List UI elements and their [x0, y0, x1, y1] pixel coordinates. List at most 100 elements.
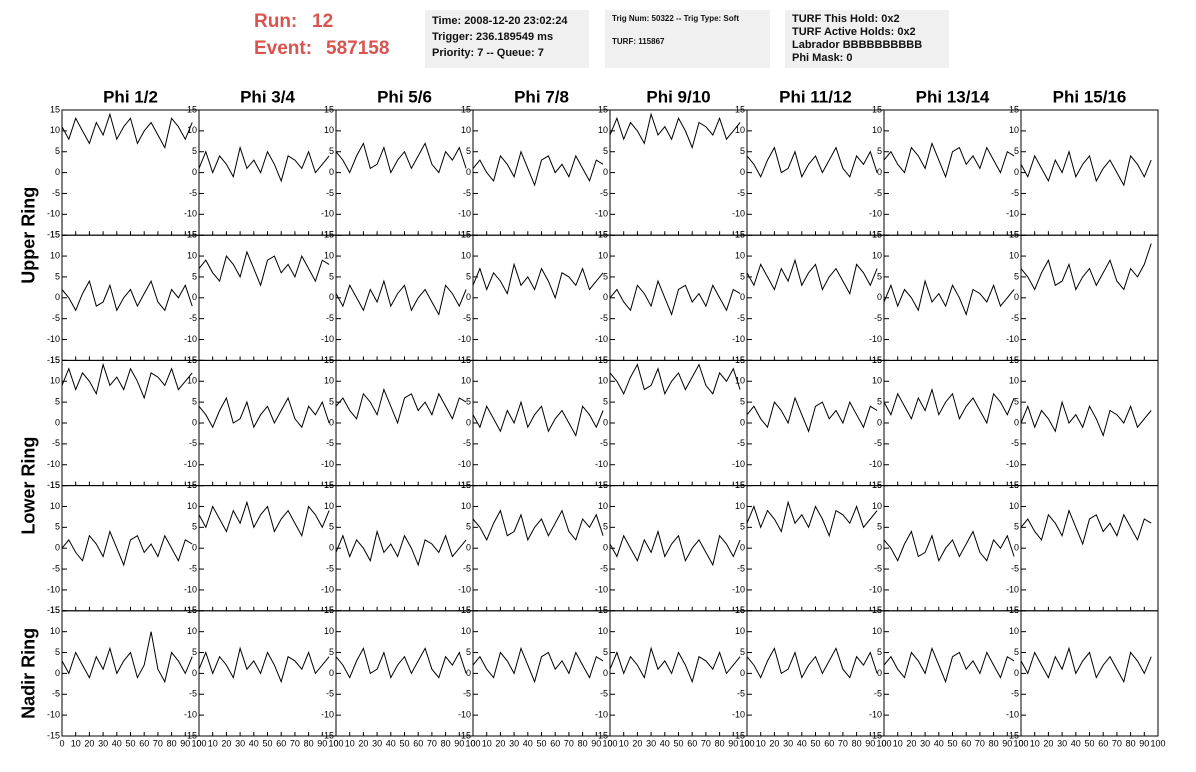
x-tick-label: 20	[84, 738, 94, 748]
panel-frame	[746, 109, 885, 236]
column-title: Phi 13/14	[916, 87, 990, 106]
info-line: Labrador BBBBBBBBBB	[792, 39, 923, 51]
y-tick-label: 0	[1014, 167, 1019, 177]
x-tick-label: 50	[262, 738, 272, 748]
y-tick-label: 15	[598, 230, 608, 240]
x-tick-label: 90	[865, 738, 875, 748]
waveform	[198, 646, 330, 684]
y-tick-label: 10	[1009, 626, 1019, 636]
panel-frame	[335, 610, 474, 737]
y-tick-label: 0	[55, 668, 60, 678]
x-tick-label: 80	[167, 738, 177, 748]
panel-frame	[609, 359, 748, 487]
panel-frame	[1020, 234, 1159, 361]
y-tick-label: -5	[600, 438, 608, 448]
x-tick-label: 10	[1030, 738, 1040, 748]
info-line: TURF: 115867	[612, 37, 665, 46]
waveform	[472, 509, 604, 542]
info-line: Trig Num: 50322 -- Trig Type: Soft	[612, 14, 739, 23]
y-tick-label: 15	[50, 104, 60, 114]
y-tick-label: 5	[55, 647, 60, 657]
y-tick-label: 0	[192, 417, 197, 427]
y-tick-label: 15	[461, 605, 471, 615]
waveform	[335, 279, 467, 316]
y-tick-label: 10	[598, 125, 608, 135]
y-tick-label: 15	[187, 355, 197, 365]
y-tick-label: -10	[732, 334, 745, 344]
y-tick-label: 0	[740, 292, 745, 302]
waveform	[472, 400, 604, 437]
waveform	[198, 396, 330, 429]
y-tick-label: 0	[603, 543, 608, 553]
y-tick-label: 5	[740, 397, 745, 407]
y-tick-label: 10	[735, 501, 745, 511]
y-tick-label: 15	[187, 480, 197, 490]
y-tick-label: 10	[50, 125, 60, 135]
y-tick-label: 15	[872, 605, 882, 615]
y-tick-label: 10	[324, 376, 334, 386]
y-tick-label: 5	[192, 146, 197, 156]
y-tick-label: 0	[466, 167, 471, 177]
y-tick-label: -10	[869, 334, 882, 344]
x-tick-label: 100	[876, 738, 891, 748]
y-tick-label: 15	[1009, 355, 1019, 365]
y-tick-label: -15	[732, 355, 745, 365]
y-tick-label: 10	[50, 250, 60, 260]
y-tick-label: 5	[329, 397, 334, 407]
panel-frame	[1020, 610, 1159, 737]
y-tick-label: 10	[598, 626, 608, 636]
x-tick-label: 40	[934, 738, 944, 748]
y-tick-label: -5	[1011, 438, 1019, 448]
y-tick-label: -5	[189, 188, 197, 198]
turf-box: TURF This Hold: 0x2 TURF Active Holds: 0…	[785, 10, 949, 68]
y-tick-label: 10	[187, 250, 197, 260]
y-tick-label: 10	[324, 501, 334, 511]
y-tick-label: -5	[1011, 689, 1019, 699]
y-tick-label: 10	[187, 125, 197, 135]
y-tick-label: -5	[737, 188, 745, 198]
x-tick-label: 30	[920, 738, 930, 748]
waveform	[335, 388, 467, 425]
y-tick-label: 0	[329, 167, 334, 177]
waveform	[609, 363, 741, 396]
y-tick-label: 5	[877, 647, 882, 657]
x-tick-label: 90	[1002, 738, 1012, 748]
x-tick-label: 20	[495, 738, 505, 748]
y-tick-label: -15	[321, 230, 334, 240]
y-tick-label: 5	[329, 146, 334, 156]
y-tick-label: 5	[1014, 397, 1019, 407]
x-tick-label: 10	[71, 738, 81, 748]
trigger-box: Trig Num: 50322 -- Trig Type: Soft TURF:…	[605, 10, 770, 68]
y-tick-label: 15	[461, 104, 471, 114]
x-tick-label: 0	[607, 738, 612, 748]
x-tick-label: 70	[564, 738, 574, 748]
x-tick-label: 70	[153, 738, 163, 748]
waveform	[1020, 646, 1152, 684]
y-tick-label: 5	[55, 522, 60, 532]
waveform	[746, 647, 878, 679]
x-tick-label: 100	[1013, 738, 1028, 748]
x-tick-label: 50	[810, 738, 820, 748]
x-tick-label: 80	[304, 738, 314, 748]
panel-frame	[1020, 109, 1159, 236]
x-tick-label: 100	[1150, 738, 1165, 748]
y-tick-label: 15	[187, 605, 197, 615]
y-tick-label: -5	[1011, 188, 1019, 198]
y-tick-label: -15	[732, 480, 745, 490]
x-tick-label: 90	[1139, 738, 1149, 748]
y-tick-label: -15	[458, 605, 471, 615]
y-tick-label: 0	[603, 668, 608, 678]
x-tick-label: 10	[756, 738, 766, 748]
y-tick-label: -5	[463, 689, 471, 699]
y-tick-label: 5	[466, 522, 471, 532]
y-tick-label: -5	[600, 689, 608, 699]
y-tick-label: -15	[184, 355, 197, 365]
x-tick-label: 10	[345, 738, 355, 748]
panel-frame	[746, 610, 885, 737]
y-tick-label: -5	[737, 563, 745, 573]
column-title: Phi 7/8	[514, 87, 569, 106]
column-title: Phi 1/2	[103, 87, 158, 106]
x-tick-label: 10	[208, 738, 218, 748]
y-tick-label: 15	[324, 104, 334, 114]
y-tick-label: 10	[324, 125, 334, 135]
